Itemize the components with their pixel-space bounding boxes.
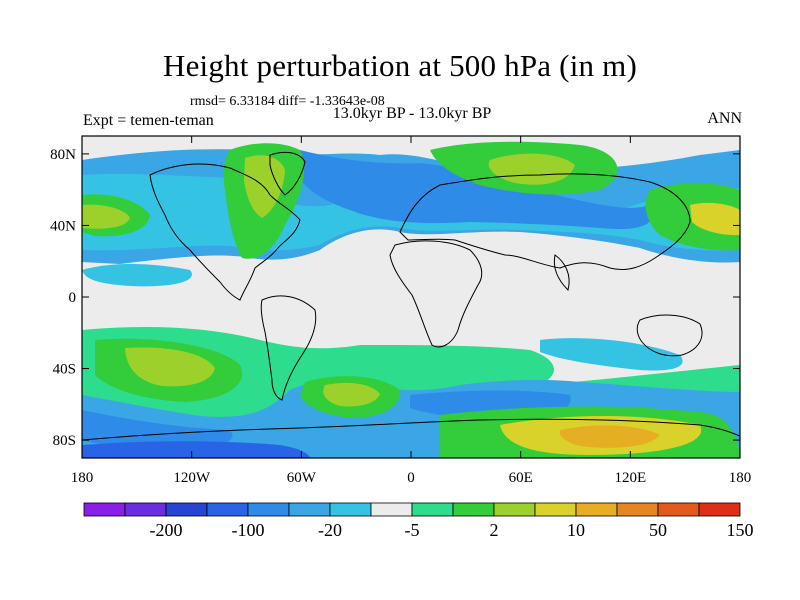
coastline-antarctica xyxy=(82,418,740,441)
colorbar-label: 2 xyxy=(490,520,499,540)
colorbar-label: -200 xyxy=(150,520,183,540)
colorbar-swatch xyxy=(206,502,249,517)
coastline-africa xyxy=(389,240,483,348)
colorbar-label: -100 xyxy=(232,520,265,540)
contour-field xyxy=(82,136,740,458)
contour-westantarctic-blue xyxy=(82,441,310,458)
x-axis: 180 120W 60W 0 60E 120E 180 xyxy=(71,136,752,486)
colorbar-swatch xyxy=(493,502,536,517)
colorbar: -200 -100 -20 -5 2 10 50 150 xyxy=(83,502,754,540)
stats-label: rmsd= 6.33184 diff= -1.33643e-08 xyxy=(190,94,385,109)
x-tick-label: 60W xyxy=(287,470,317,486)
contour-southpac-cyan xyxy=(540,338,683,371)
colorbar-swatch xyxy=(698,502,741,517)
coastline-south-america xyxy=(260,295,317,401)
colorbar-swatch xyxy=(575,502,618,517)
chart-title: Height perturbation at 500 hPa (in m) xyxy=(162,48,638,83)
colorbar-swatch xyxy=(83,502,126,517)
y-axis: 80N 40N 0 40S 80S xyxy=(50,147,740,449)
contour-eastasia-yellow xyxy=(690,202,740,236)
colorbar-swatch xyxy=(288,502,331,517)
contour-greenland-yellow xyxy=(244,155,285,218)
x-tick-label: 60E xyxy=(509,470,533,486)
coastline-eurasia xyxy=(399,173,691,271)
colorbar-label: 10 xyxy=(567,520,585,540)
colorbar-swatch xyxy=(534,502,577,517)
x-tick-label: 120W xyxy=(173,470,211,486)
x-tick-label: 180 xyxy=(71,470,94,486)
colorbar-label: -5 xyxy=(405,520,420,540)
coastline-greenland xyxy=(269,151,306,196)
coastline-australia xyxy=(636,314,703,357)
colorbar-swatch xyxy=(370,502,413,517)
y-tick-label: 0 xyxy=(69,290,77,306)
x-tick-label: 0 xyxy=(407,470,415,486)
season-label: ANN xyxy=(707,110,742,127)
colorbar-label: -20 xyxy=(318,520,342,540)
chart-subtitle: 13.0kyr BP - 13.0kyr BP xyxy=(332,105,492,122)
coastline-north-america xyxy=(149,163,301,301)
y-tick-label: 80N xyxy=(50,147,76,163)
colorbar-swatch xyxy=(165,502,208,517)
colorbar-swatch xyxy=(329,502,372,517)
experiment-label: Expt = temen-teman xyxy=(83,112,214,129)
y-tick-label: 80S xyxy=(53,433,76,449)
contour-antarctic-orange xyxy=(559,425,660,448)
colorbar-label: 150 xyxy=(727,520,754,540)
contour-npacific-yellow xyxy=(82,204,130,229)
colorbar-swatch xyxy=(657,502,700,517)
colorbar-swatch xyxy=(247,502,290,517)
colorbar-swatch xyxy=(452,502,495,517)
colorbar-swatch xyxy=(124,502,167,517)
colorbar-swatch xyxy=(411,502,454,517)
coastline-india xyxy=(553,254,570,291)
contour-nh-blue-core xyxy=(295,150,653,230)
x-tick-label: 180 xyxy=(729,470,752,486)
contour-satlantic-yellow xyxy=(323,382,380,407)
y-tick-label: 40N xyxy=(50,218,76,234)
coastlines xyxy=(82,151,740,441)
contour-sh-pacific-yellow xyxy=(125,347,215,387)
x-tick-label: 120E xyxy=(614,470,646,486)
colorbar-swatch xyxy=(616,502,659,517)
colorbar-label: 50 xyxy=(649,520,667,540)
contour-tropics-cyan xyxy=(82,264,192,287)
y-tick-label: 40S xyxy=(53,362,76,378)
contour-arctic-yellow xyxy=(488,153,575,185)
